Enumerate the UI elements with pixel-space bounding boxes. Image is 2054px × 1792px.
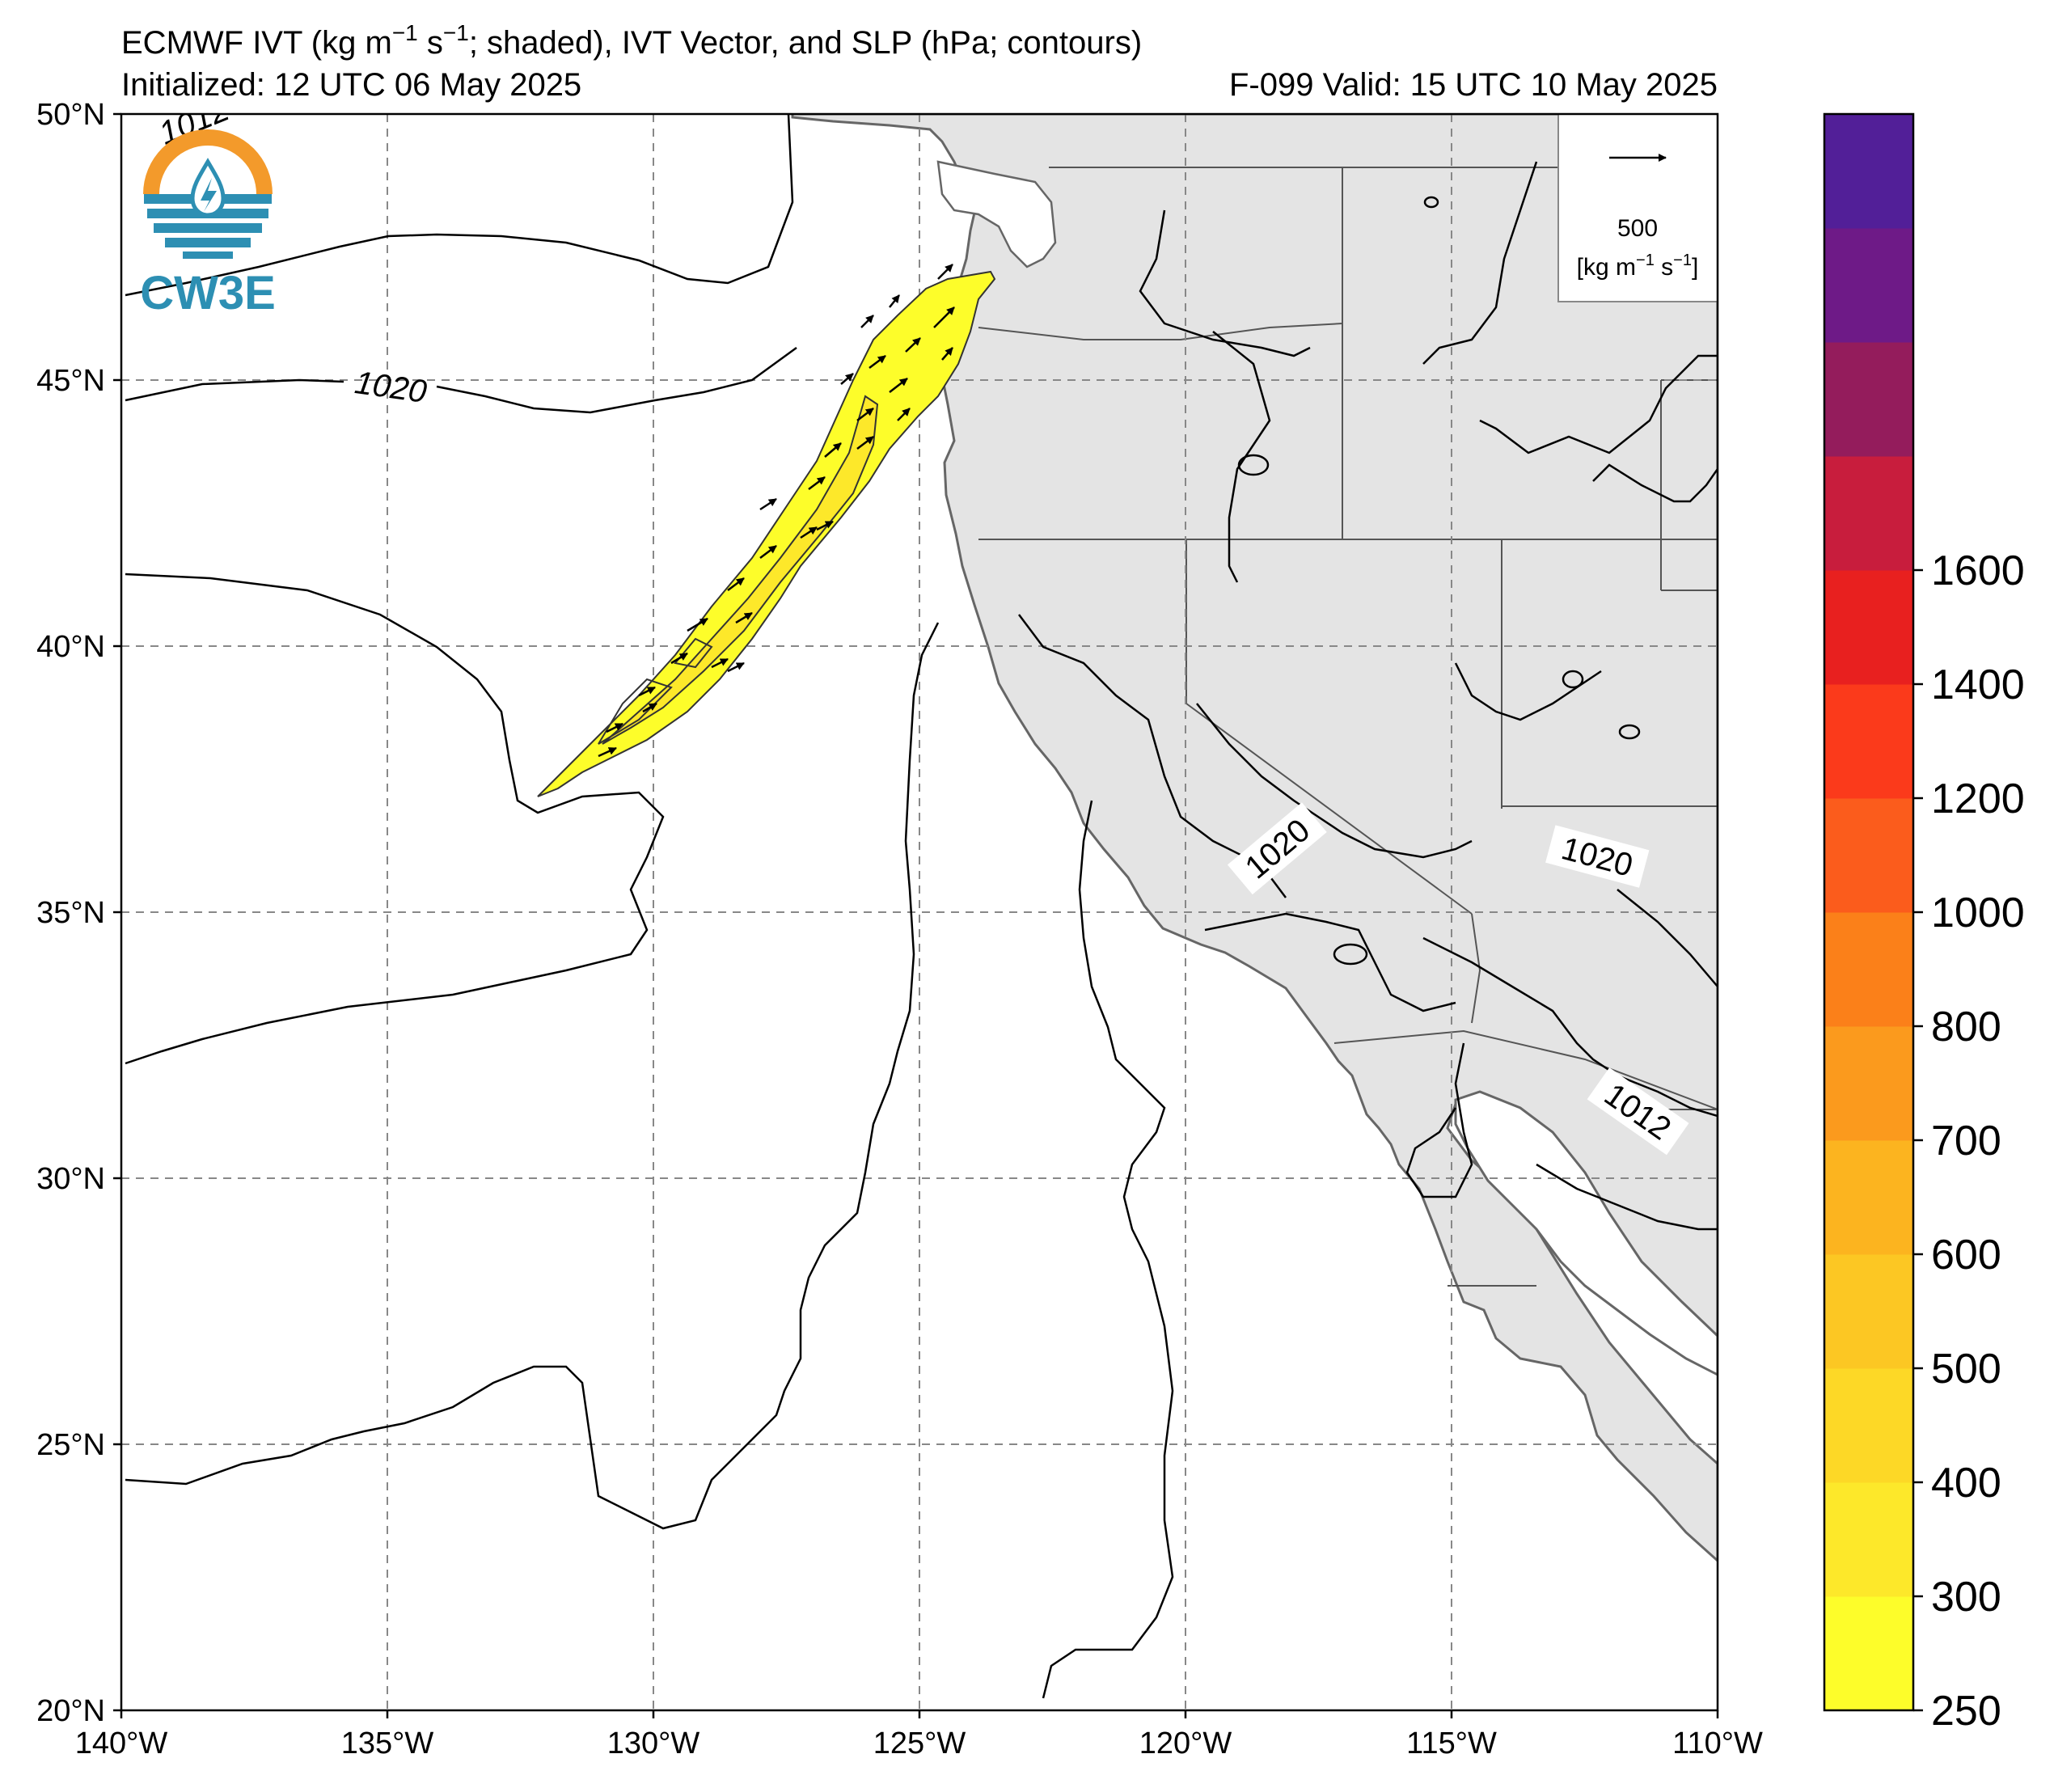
colorbar-tick-label: 700 — [1931, 1118, 2001, 1164]
colorbar-cell — [1824, 798, 1913, 913]
lat-label: 40°N — [36, 630, 105, 664]
lat-label: 30°N — [36, 1162, 105, 1196]
colorbar-cell — [1824, 342, 1913, 457]
colorbar-cell — [1824, 114, 1913, 229]
colorbar-tick-label: 1000 — [1931, 890, 2025, 936]
ivt-shading-250 — [537, 270, 996, 797]
lon-label: 130°W — [607, 1726, 700, 1760]
cw3e-logo: CW3E — [140, 129, 276, 319]
colorbar-cell — [1824, 1368, 1913, 1483]
lat-label: 50°N — [36, 98, 105, 132]
lat-label: 35°N — [36, 896, 105, 930]
colorbar-cell — [1824, 1596, 1913, 1711]
ivt-shading-300 — [602, 395, 879, 745]
colorbar-cell — [1824, 456, 1913, 571]
vector-key-unit: [kg m−1 s−1] — [1577, 251, 1699, 281]
lat-label: 45°N — [36, 364, 105, 398]
colorbar-tick-label: 300 — [1931, 1574, 2001, 1621]
colorbar-cell — [1824, 1026, 1913, 1141]
lon-label: 125°W — [873, 1726, 966, 1760]
colorbar-cell — [1824, 684, 1913, 799]
slp-contours — [125, 114, 1718, 1699]
colorbar-tick-label: 1600 — [1931, 547, 2025, 594]
lon-label: 110°W — [1672, 1726, 1763, 1760]
lon-label: 120°W — [1139, 1726, 1232, 1760]
figure-title: ECMWF IVT (kg m−1 s−1; shaded), IVT Vect… — [121, 20, 1142, 61]
colorbar-cell — [1824, 570, 1913, 685]
colorbar-tick-label: 600 — [1931, 1232, 2001, 1278]
ivt-colorbar: 250 300 400 500 600 700 800 1000 1200 1400 1600 — [1823, 112, 2025, 1735]
colorbar-tick-label: 400 — [1931, 1460, 2001, 1507]
lat-label: 20°N — [36, 1694, 105, 1728]
axis-ticks — [113, 112, 1719, 1718]
ivt-contour-300-small — [598, 637, 713, 745]
salish-sea — [936, 160, 1057, 268]
lon-label: 135°W — [341, 1726, 434, 1760]
lon-label: 115°W — [1406, 1726, 1497, 1760]
colorbar-cell — [1824, 228, 1913, 343]
longitude-labels: 140°W 135°W 130°W 125°W 120°W 115°W 110°… — [75, 1726, 1763, 1760]
vector-key: 500 [kg m−1 s−1] — [1557, 114, 1718, 302]
colorbar-tick-label: 1200 — [1931, 776, 2025, 822]
gulf-of-california — [1454, 1090, 1718, 1376]
state-borders — [978, 167, 1718, 1287]
lat-label: 25°N — [36, 1428, 105, 1462]
logo-text: CW3E — [140, 267, 276, 319]
logo-water-icon — [144, 158, 272, 259]
colorbar-tick-label: 800 — [1931, 1004, 2001, 1050]
map-area: 1020 1020 1020 1012 1012 500 [kg m−1 s−1… — [121, 114, 1718, 1710]
colorbar-cell — [1824, 912, 1913, 1027]
colorbar-tick-label: 250 — [1931, 1688, 2001, 1735]
colorbar-cell — [1824, 1254, 1913, 1369]
colorbar-cell — [1824, 1140, 1913, 1255]
initialized-time: Initialized: 12 UTC 06 May 2025 — [121, 67, 581, 103]
ivt-vectors — [598, 264, 955, 758]
colorbar-tick-label: 1400 — [1931, 661, 2025, 708]
colorbar-cell — [1824, 1482, 1913, 1597]
latitude-labels: 50°N 45°N 40°N 35°N 30°N 25°N 20°N — [36, 98, 105, 1728]
colorbar-tick-label: 500 — [1931, 1346, 2001, 1393]
forecast-valid-time: F-099 Valid: 15 UTC 10 May 2025 — [1229, 67, 1718, 103]
lon-label: 140°W — [75, 1726, 168, 1760]
vector-key-value: 500 — [1617, 215, 1658, 242]
